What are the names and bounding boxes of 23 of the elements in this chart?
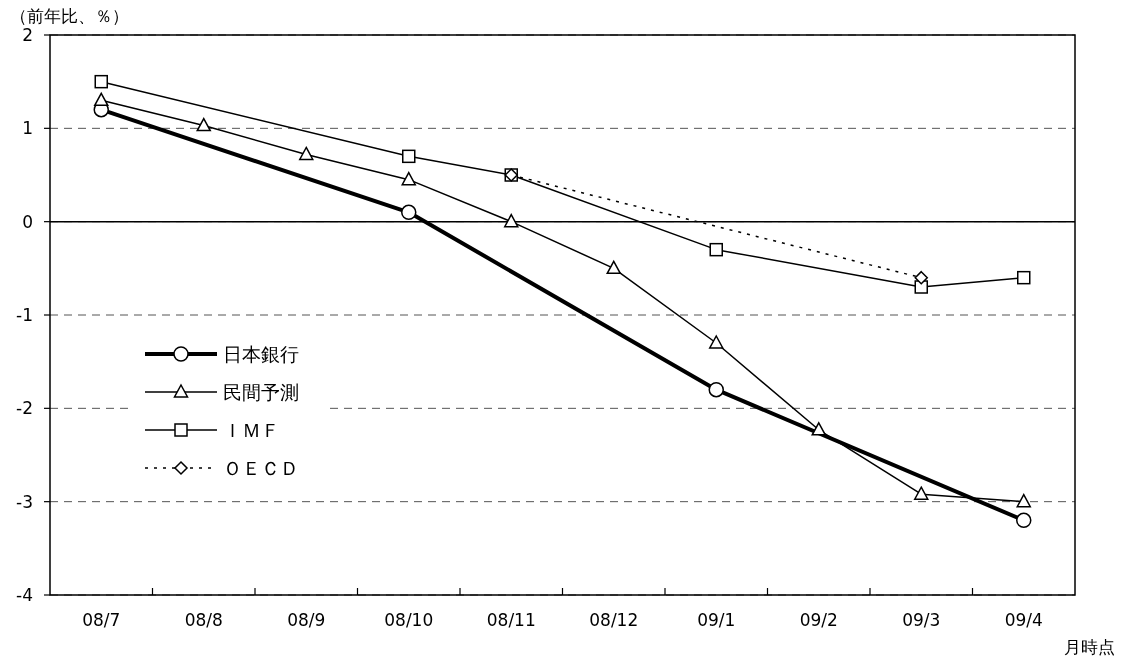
y-tick-label: -2 <box>16 398 33 419</box>
x-tick-label: 08/7 <box>82 610 121 630</box>
y-tick-label: 2 <box>22 25 33 45</box>
y-tick-label: 0 <box>22 211 33 232</box>
x-axis-title: 月時点 <box>1064 637 1115 657</box>
x-tick-label: 09/4 <box>1004 610 1043 630</box>
x-tick-label: 08/9 <box>287 610 326 630</box>
x-tick-label: 08/8 <box>184 610 223 630</box>
y-tick-label: -1 <box>16 305 33 325</box>
x-tick-label: 09/1 <box>697 610 736 630</box>
legend-label: ＯＥＣＤ <box>223 457 299 479</box>
legend-label: 日本銀行 <box>223 343 299 365</box>
y-axis-title: （前年比、％） <box>10 6 129 26</box>
y-tick-label: -4 <box>16 585 33 605</box>
y-tick-label: 1 <box>22 118 33 139</box>
legend-label: 民間予測 <box>223 381 299 403</box>
x-tick-label: 09/3 <box>902 610 941 630</box>
x-tick-label: 08/10 <box>384 610 434 630</box>
x-tick-label: 08/12 <box>589 610 639 630</box>
legend-label: ＩＭＦ <box>223 419 280 441</box>
x-tick-label: 09/2 <box>799 610 838 630</box>
x-tick-label: 08/11 <box>486 610 536 630</box>
y-tick-label: -3 <box>16 491 33 512</box>
